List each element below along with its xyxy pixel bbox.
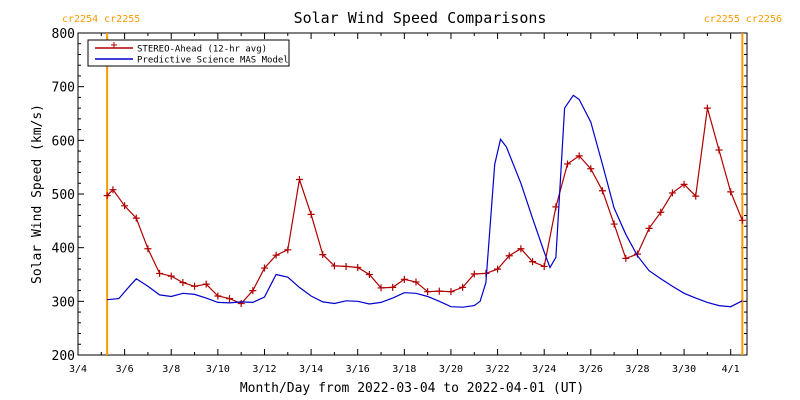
y-tick-label: 700: [52, 81, 75, 96]
data-point-marker: [156, 269, 164, 277]
data-point-marker: [272, 251, 280, 259]
carrington-rotation-label: cr2254 cr2255: [62, 14, 140, 25]
y-tick-label: 500: [52, 188, 75, 203]
data-point-marker: [260, 264, 268, 272]
data-point-marker: [132, 214, 140, 222]
x-tick-label: 3/8: [162, 364, 180, 375]
data-point-marker: [575, 152, 583, 160]
data-point-marker: [703, 104, 711, 112]
series-line-1: [106, 107, 743, 305]
data-point-marker: [237, 299, 245, 307]
data-point-marker: [540, 262, 548, 270]
x-tick-label: 3/20: [439, 364, 463, 375]
x-tick-label: 3/10: [206, 364, 230, 375]
x-tick-label: 3/30: [672, 364, 696, 375]
x-tick-label: 3/24: [532, 364, 556, 375]
x-tick-label: 3/26: [579, 364, 603, 375]
data-point-marker: [715, 146, 723, 154]
y-tick-label: 800: [52, 27, 75, 42]
data-point-marker: [517, 245, 525, 253]
data-point-marker: [529, 258, 537, 266]
x-axis-label: Month/Day from 2022-03-04 to 2022-04-01 …: [240, 381, 584, 396]
data-point-marker: [179, 279, 187, 287]
x-tick-label: 3/12: [252, 364, 276, 375]
data-point-marker: [727, 188, 735, 196]
x-tick-label: 4/1: [722, 364, 740, 375]
data-point-marker: [202, 280, 210, 288]
legend-box: [87, 39, 290, 67]
data-point-marker: [505, 252, 513, 260]
data-point-marker: [103, 192, 111, 200]
data-point-marker: [552, 203, 560, 211]
data-point-marker: [330, 262, 338, 270]
x-tick-label: 3/14: [299, 364, 323, 375]
x-tick-label: 3/4: [69, 364, 87, 375]
data-point-marker: [354, 264, 362, 272]
x-tick-label: 3/16: [346, 364, 370, 375]
data-point-marker: [109, 186, 117, 194]
data-point-marker: [424, 288, 432, 296]
data-point-marker: [214, 292, 222, 300]
data-point-marker: [377, 284, 385, 292]
data-point-marker: [692, 192, 700, 200]
data-point-marker: [494, 265, 502, 273]
data-point-marker: [284, 246, 292, 254]
data-point-marker: [389, 283, 397, 291]
data-point-marker: [598, 187, 606, 195]
legend-marker: [111, 42, 117, 48]
legend-label: Predictive Science MAS Model: [137, 56, 289, 66]
carrington-rotation-label: cr2255 cr2256: [704, 14, 782, 25]
data-point-marker: [645, 224, 653, 232]
y-axis-label: Solar Wind Speed (km/s): [30, 104, 45, 284]
data-point-marker: [191, 282, 199, 290]
series-line-2: [107, 94, 743, 308]
data-point-marker: [668, 189, 676, 197]
data-point-marker: [342, 262, 350, 270]
data-point-marker: [470, 270, 478, 278]
plot-frame: [77, 32, 748, 356]
y-tick-label: 600: [52, 134, 75, 149]
y-tick-label: 200: [52, 349, 75, 364]
data-point-marker: [307, 210, 315, 218]
data-point-marker: [610, 220, 618, 228]
data-point-marker: [226, 295, 234, 303]
data-point-marker: [459, 283, 467, 291]
x-tick-label: 3/28: [625, 364, 649, 375]
data-point-marker: [319, 251, 327, 259]
data-point-marker: [435, 287, 443, 295]
data-point-marker: [412, 278, 420, 286]
plot-area: 200 300 400 500 600 700 800 3/4 3/6 3/8 3/10 3/12 3/…: [52, 14, 782, 375]
data-point-marker: [121, 202, 129, 210]
data-point-marker: [167, 272, 175, 280]
y-tick-label: 400: [52, 242, 75, 257]
data-point-marker: [657, 208, 665, 216]
x-tick-label: 3/22: [486, 364, 510, 375]
legend: STEREO-Ahead (12-hr avg)Predictive Scien…: [87, 39, 290, 67]
y-tick-label: 300: [52, 295, 75, 310]
chart-title: Solar Wind Speed Comparisons: [294, 9, 547, 27]
data-point-marker: [365, 271, 373, 278]
data-point-marker: [680, 180, 688, 188]
x-tick-label: 3/18: [392, 364, 416, 375]
x-tick-label: 3/6: [116, 364, 134, 375]
legend-label: STEREO-Ahead (12-hr avg): [137, 45, 267, 55]
data-point-marker: [622, 254, 630, 262]
data-point-marker: [400, 275, 408, 283]
data-point-marker: [249, 287, 257, 295]
data-point-marker: [144, 245, 152, 253]
data-point-marker: [587, 165, 595, 173]
data-point-marker: [295, 176, 303, 184]
data-point-marker: [738, 216, 746, 224]
data-point-marker: [447, 288, 455, 296]
data-point-marker: [564, 160, 572, 168]
